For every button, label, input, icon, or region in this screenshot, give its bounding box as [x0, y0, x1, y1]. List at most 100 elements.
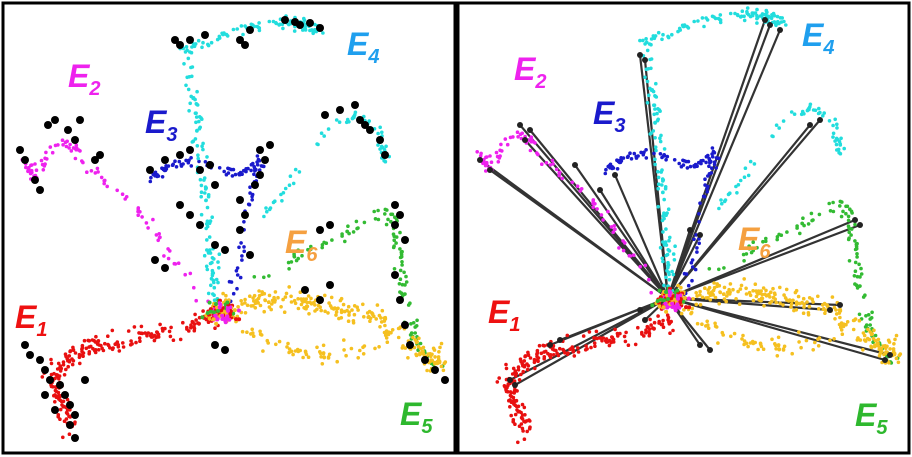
point — [873, 333, 878, 338]
point — [484, 169, 488, 173]
point — [710, 166, 714, 170]
point — [292, 29, 297, 33]
point — [693, 267, 698, 272]
point — [144, 221, 149, 225]
point — [438, 345, 442, 350]
point — [670, 32, 674, 37]
point — [872, 328, 876, 333]
point — [645, 79, 650, 84]
point — [435, 359, 440, 364]
left-scatter — [16, 14, 449, 442]
point — [304, 297, 309, 301]
landmark-point — [396, 211, 404, 219]
point — [289, 294, 293, 299]
point — [342, 348, 346, 352]
point — [694, 233, 698, 237]
landmark-point — [51, 116, 59, 124]
point — [323, 293, 327, 298]
point — [670, 301, 675, 306]
point — [362, 315, 366, 319]
point — [660, 322, 665, 326]
point — [173, 159, 177, 163]
landmark-point — [391, 201, 399, 209]
point — [622, 334, 627, 339]
point — [858, 338, 863, 342]
landmark-point — [211, 341, 219, 349]
point — [838, 315, 842, 320]
point — [550, 347, 555, 351]
point — [755, 245, 759, 250]
point — [797, 301, 802, 306]
point — [695, 246, 699, 250]
point — [212, 298, 217, 303]
point — [520, 426, 525, 431]
point — [251, 334, 256, 339]
point — [400, 263, 404, 267]
edge-endpoint — [642, 57, 648, 63]
point — [516, 410, 520, 414]
point — [232, 308, 237, 313]
point — [856, 336, 860, 340]
point — [853, 247, 858, 252]
edge-endpoint — [642, 317, 648, 323]
landmark-point — [246, 26, 254, 34]
point — [322, 240, 326, 245]
point — [654, 81, 658, 86]
point — [495, 380, 500, 384]
point — [80, 349, 84, 354]
landmark-point — [36, 186, 44, 194]
point — [822, 111, 826, 115]
point — [609, 225, 614, 229]
point — [876, 337, 881, 342]
point — [208, 309, 213, 314]
landmark-point — [236, 36, 244, 44]
point — [656, 204, 660, 209]
point — [706, 326, 711, 331]
point — [665, 313, 670, 318]
point — [847, 259, 852, 263]
point — [322, 355, 326, 359]
point — [255, 163, 260, 167]
point — [612, 224, 616, 228]
point — [722, 266, 726, 270]
point — [196, 153, 200, 157]
point — [203, 191, 207, 195]
point — [376, 131, 380, 136]
point — [713, 324, 718, 329]
point — [640, 332, 644, 336]
point — [656, 175, 661, 180]
point — [34, 168, 39, 172]
point — [416, 344, 421, 349]
point — [661, 325, 666, 330]
point — [378, 325, 382, 329]
point — [571, 348, 575, 352]
landmark-point — [71, 434, 79, 442]
point — [548, 163, 553, 167]
point — [666, 207, 671, 211]
landmark-point — [406, 341, 414, 349]
point — [661, 178, 666, 182]
point — [894, 333, 899, 338]
point — [742, 259, 746, 263]
point — [655, 299, 660, 303]
point — [184, 45, 189, 49]
point — [265, 209, 269, 214]
landmark-point — [326, 281, 334, 289]
point — [70, 362, 75, 367]
edge-endpoint — [512, 382, 518, 388]
point — [217, 305, 222, 310]
landmark-point — [36, 356, 44, 364]
point — [656, 186, 660, 191]
point — [404, 274, 408, 279]
point — [414, 324, 419, 328]
point — [182, 62, 186, 66]
point — [581, 334, 586, 338]
point — [384, 336, 389, 340]
point — [392, 244, 396, 248]
point — [594, 329, 599, 334]
point — [671, 252, 676, 256]
point — [269, 307, 274, 312]
point — [276, 295, 280, 300]
point — [698, 289, 702, 294]
point — [722, 199, 727, 204]
